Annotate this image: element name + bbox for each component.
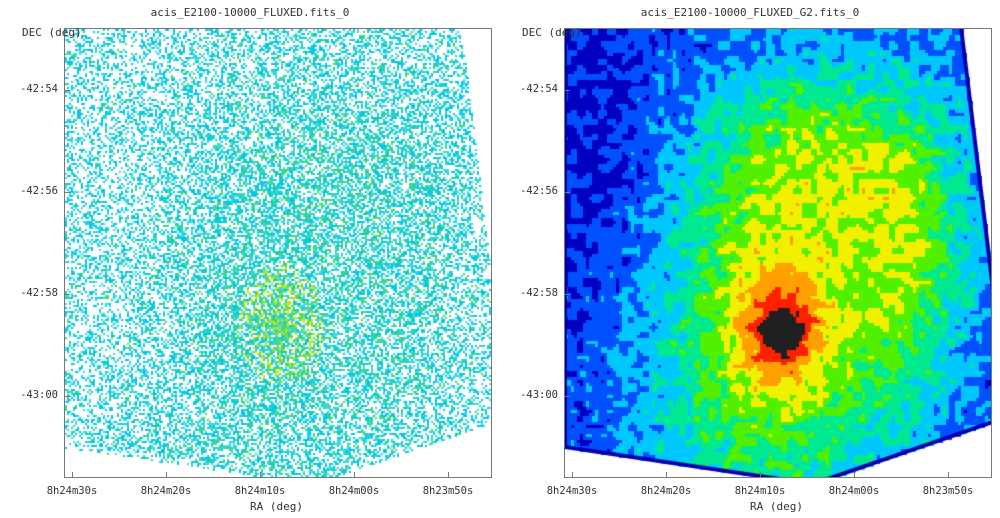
ra-tick-label: 8h23m50s [422, 485, 474, 497]
panel-title: acis_E2100-10000_FLUXED_G2.fits_0 [640, 6, 860, 19]
ra-tick [448, 472, 449, 478]
ra-tick [760, 472, 761, 478]
dec-axis-label: DEC (deg) [522, 26, 582, 39]
image-canvas-smoothed[interactable] [565, 29, 991, 477]
image-panel-right: acis_E2100-10000_FLUXED_G2.fits_0 DEC (d… [500, 0, 1000, 518]
dec-tick-label: -42:54 [520, 83, 558, 95]
ra-tick [260, 472, 261, 478]
ra-tick-label: 8h24m30s [546, 485, 598, 497]
dec-tick-label: -42:56 [20, 185, 58, 197]
dec-tick-label: -42:58 [520, 287, 558, 299]
ra-tick [354, 472, 355, 478]
dec-tick-label: -42:56 [520, 185, 558, 197]
dec-tick [64, 192, 70, 193]
ra-axis-label: RA (deg) [250, 500, 303, 513]
dec-tick [564, 90, 570, 91]
dec-tick-label: -42:54 [20, 83, 58, 95]
image-panel-left: acis_E2100-10000_FLUXED.fits_0 DEC (deg)… [20, 6, 492, 513]
image-frame [64, 28, 492, 478]
dec-tick-label: -43:00 [20, 389, 58, 401]
dec-tick [64, 90, 70, 91]
panel-title: acis_E2100-10000_FLUXED.fits_0 [150, 6, 350, 19]
ra-tick [572, 472, 573, 478]
dec-tick [64, 294, 70, 295]
ra-tick-label: 8h24m00s [828, 485, 880, 497]
ra-axis-label: RA (deg) [750, 500, 803, 513]
image-canvas-raw[interactable] [65, 29, 491, 477]
dec-tick-label: -43:00 [520, 389, 558, 401]
ra-tick-label: 8h23m50s [922, 485, 974, 497]
ra-tick [166, 472, 167, 478]
dec-tick [64, 396, 70, 397]
ra-tick [666, 472, 667, 478]
ra-tick [948, 472, 949, 478]
ra-tick-label: 8h24m10s [234, 485, 286, 497]
image-frame [564, 28, 992, 478]
ra-tick-label: 8h24m00s [328, 485, 380, 497]
dec-tick-label: -42:58 [20, 287, 58, 299]
dec-tick [564, 294, 570, 295]
ra-tick-label: 8h24m30s [46, 485, 98, 497]
ra-tick [72, 472, 73, 478]
ra-tick-label: 8h24m10s [734, 485, 786, 497]
dec-axis-label: DEC (deg) [22, 26, 82, 39]
dec-tick [564, 396, 570, 397]
ra-tick-label: 8h24m20s [140, 485, 192, 497]
ra-tick-label: 8h24m20s [640, 485, 692, 497]
dec-tick [564, 192, 570, 193]
ra-tick [854, 472, 855, 478]
